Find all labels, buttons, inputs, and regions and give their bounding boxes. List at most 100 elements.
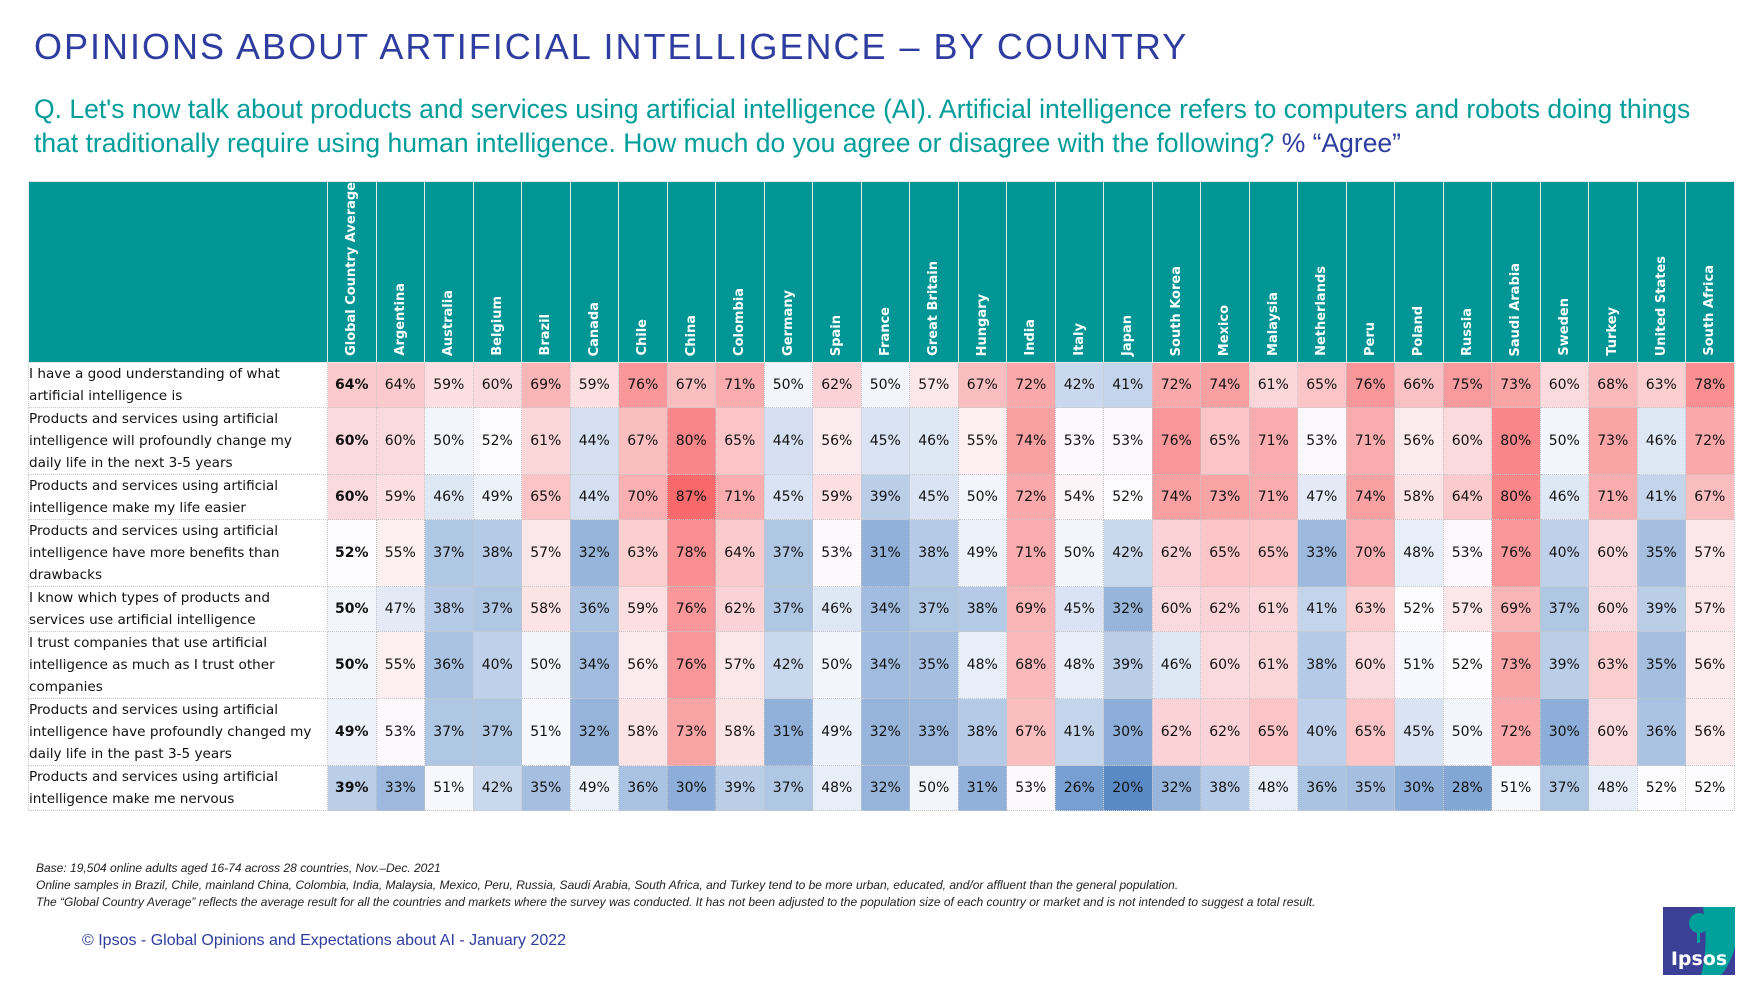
measure-label: % “Agree” bbox=[1281, 128, 1401, 158]
column-header: Great Britain bbox=[909, 181, 959, 363]
heat-cell: 40% bbox=[1539, 519, 1589, 587]
heat-cell: 37% bbox=[909, 586, 959, 632]
heat-cell: 60% bbox=[1442, 407, 1492, 475]
table-row: I trust companies that use artificial in… bbox=[28, 631, 1735, 699]
heat-cell: 35% bbox=[1636, 519, 1686, 587]
header-corner bbox=[28, 181, 328, 363]
heat-cell: 65% bbox=[715, 407, 765, 475]
heat-cell: 34% bbox=[569, 631, 619, 699]
heat-cell: 75% bbox=[1442, 362, 1492, 408]
heat-cell: 47% bbox=[1297, 474, 1347, 520]
column-header-label: Canada bbox=[586, 301, 602, 356]
column-header: Spain bbox=[812, 181, 862, 363]
heat-cell: 36% bbox=[1297, 765, 1347, 811]
column-header-label: Great Britain bbox=[926, 261, 942, 356]
heat-cell: 63% bbox=[618, 519, 668, 587]
heat-cell: 58% bbox=[521, 586, 571, 632]
heat-cell: 70% bbox=[618, 474, 668, 520]
table-row: I have a good understanding of what arti… bbox=[28, 362, 1735, 408]
column-header-label: Australia bbox=[441, 289, 457, 356]
heat-cell: 51% bbox=[1394, 631, 1444, 699]
heat-cell: 60% bbox=[1200, 631, 1250, 699]
heat-cell: 71% bbox=[1345, 407, 1395, 475]
heat-cell: 71% bbox=[1248, 474, 1298, 520]
footnote-base: Base: 19,504 online adults aged 16-74 ac… bbox=[36, 861, 441, 875]
heat-cell: 65% bbox=[1345, 698, 1395, 766]
heat-cell: 32% bbox=[1151, 765, 1201, 811]
heat-cell: 71% bbox=[715, 474, 765, 520]
heat-cell: 39% bbox=[1539, 631, 1589, 699]
column-header-label: Peru bbox=[1362, 321, 1378, 356]
heat-cell: 74% bbox=[1151, 474, 1201, 520]
heat-cell: 60% bbox=[1588, 586, 1638, 632]
heat-cell: 45% bbox=[1394, 698, 1444, 766]
column-header: Sweden bbox=[1539, 181, 1589, 363]
heat-cell: 53% bbox=[375, 698, 425, 766]
heat-cell: 41% bbox=[1103, 362, 1153, 408]
heat-cell: 53% bbox=[1006, 765, 1056, 811]
heat-cell: 63% bbox=[1588, 631, 1638, 699]
column-header-label: Turkey bbox=[1605, 307, 1621, 356]
heat-cell: 64% bbox=[715, 519, 765, 587]
heat-cell: 56% bbox=[812, 407, 862, 475]
heat-cell: 60% bbox=[1151, 586, 1201, 632]
heat-cell: 42% bbox=[1054, 362, 1104, 408]
heat-cell: 39% bbox=[715, 765, 765, 811]
column-header-label: Chile bbox=[635, 319, 651, 356]
column-header: Peru bbox=[1345, 181, 1395, 363]
heatmap-table: Global Country Average Argentina Australia… bbox=[28, 181, 1735, 811]
row-label: Products and services using artificial i… bbox=[28, 474, 328, 520]
column-header: Argentina bbox=[375, 181, 425, 363]
heat-cell: 57% bbox=[1685, 586, 1735, 632]
question-text: Q. Let's now talk about products and ser… bbox=[34, 94, 1691, 158]
logo-tree-crown bbox=[1689, 913, 1709, 933]
heat-cell: 32% bbox=[569, 519, 619, 587]
heat-cell: 52% bbox=[472, 407, 522, 475]
heat-cell: 80% bbox=[1491, 407, 1541, 475]
heat-cell: 50% bbox=[424, 407, 474, 475]
heat-cell: 57% bbox=[909, 362, 959, 408]
column-header: Italy bbox=[1054, 181, 1104, 363]
column-header-label: Russia bbox=[1459, 308, 1475, 356]
column-header: Global Country Average bbox=[327, 181, 377, 363]
heat-cell: 60% bbox=[1588, 519, 1638, 587]
heat-cell: 62% bbox=[1151, 698, 1201, 766]
row-label: Products and services using artificial i… bbox=[28, 519, 328, 587]
heat-cell: 53% bbox=[1103, 407, 1153, 475]
heat-cell: 50% bbox=[957, 474, 1007, 520]
table-row: I know which types of products and servi… bbox=[28, 586, 1735, 632]
heat-cell: 49% bbox=[569, 765, 619, 811]
heat-cell: 37% bbox=[763, 519, 813, 587]
heat-cell: 78% bbox=[666, 519, 716, 587]
heat-cell: 50% bbox=[812, 631, 862, 699]
heat-cell: 33% bbox=[1297, 519, 1347, 587]
column-header-label: China bbox=[683, 314, 699, 356]
heat-cell: 50% bbox=[521, 631, 571, 699]
heat-cell: 73% bbox=[666, 698, 716, 766]
table-row: Products and services using artificial i… bbox=[28, 698, 1735, 766]
heat-cell: 36% bbox=[1636, 698, 1686, 766]
heat-cell: 42% bbox=[1103, 519, 1153, 587]
heat-cell: 76% bbox=[666, 586, 716, 632]
heat-cell: 72% bbox=[1491, 698, 1541, 766]
column-header-label: Italy bbox=[1071, 323, 1087, 356]
heat-cell: 31% bbox=[957, 765, 1007, 811]
column-header-label: Brazil bbox=[538, 314, 554, 356]
heat-cell: 65% bbox=[1297, 362, 1347, 408]
logo-tree-trunk bbox=[1697, 929, 1700, 943]
column-header-label: Netherlands bbox=[1314, 266, 1330, 356]
heat-cell: 65% bbox=[1200, 519, 1250, 587]
heat-cell: 35% bbox=[1636, 631, 1686, 699]
heat-cell: 32% bbox=[860, 698, 910, 766]
heat-cell: 62% bbox=[812, 362, 862, 408]
heat-cell: 59% bbox=[424, 362, 474, 408]
heat-cell: 37% bbox=[472, 586, 522, 632]
table-row: Products and services using artificial i… bbox=[28, 519, 1735, 587]
column-header: Turkey bbox=[1588, 181, 1638, 363]
heat-cell: 53% bbox=[1054, 407, 1104, 475]
column-header: United States bbox=[1636, 181, 1686, 363]
heat-cell: 50% bbox=[860, 362, 910, 408]
heat-cell: 80% bbox=[666, 407, 716, 475]
heat-cell: 35% bbox=[909, 631, 959, 699]
heat-cell: 38% bbox=[1200, 765, 1250, 811]
